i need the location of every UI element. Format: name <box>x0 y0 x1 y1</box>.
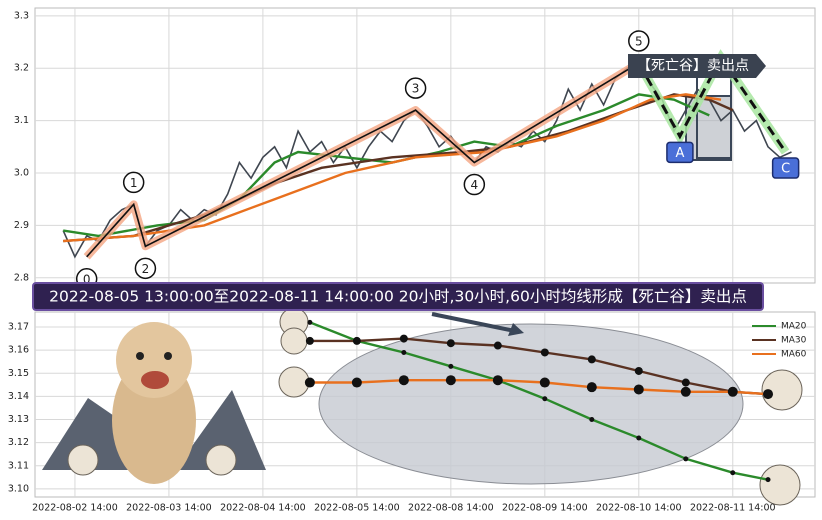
point <box>398 375 409 386</box>
point <box>586 382 597 393</box>
abc-label: A <box>675 146 684 161</box>
point <box>448 363 454 369</box>
point <box>765 477 771 483</box>
y-tick-label: 2.8 <box>14 272 29 283</box>
wave-marker <box>404 77 427 99</box>
banner-box <box>32 282 764 311</box>
wave-label: 3 <box>412 82 420 96</box>
dog-eye <box>164 352 172 360</box>
y-tick-label: 3.15 <box>8 368 29 379</box>
dog-mouth <box>141 371 169 389</box>
wave-label: 0 <box>83 272 91 286</box>
point <box>539 377 550 388</box>
y-tick-label: 3.3 <box>14 10 29 21</box>
point <box>589 417 595 423</box>
point <box>351 377 362 388</box>
abc-marker <box>771 157 800 179</box>
y-tick-label: 3.14 <box>8 391 29 402</box>
wave-line <box>86 62 640 258</box>
mountain <box>175 390 266 470</box>
y-tick-label: 2.9 <box>14 220 29 231</box>
wave-label: 1 <box>130 176 138 190</box>
point <box>636 435 642 441</box>
banner-group: 2022-08-05 13:00:00至2022-08-11 14:00:00 … <box>32 282 764 311</box>
point <box>492 375 503 386</box>
y-tick-label: 3.1 <box>14 115 29 126</box>
abc-marker <box>666 141 694 164</box>
x-tick-label: 2022-08-02 14:00 <box>32 503 118 514</box>
point <box>587 355 596 364</box>
point <box>305 336 314 345</box>
y-tick-label: 3.10 <box>8 483 29 494</box>
point <box>307 319 313 325</box>
point <box>542 396 548 402</box>
point <box>634 366 643 375</box>
annotation-box <box>628 54 766 78</box>
point <box>304 377 315 388</box>
point <box>681 378 690 387</box>
annotation-group: 【死亡谷】卖出点 <box>628 54 766 78</box>
abc-label: C <box>781 162 790 177</box>
banner: 2022-08-05 13:00:00至2022-08-11 14:00:00 … <box>49 288 747 306</box>
x-tick-label: 2022-08-09 14:00 <box>502 503 588 514</box>
x-tick-label: 2022-08-10 14:00 <box>596 503 682 514</box>
x-tick-label: 2022-08-08 14:00 <box>408 503 494 514</box>
wave-marker <box>134 257 157 280</box>
legend-label: MA60 <box>781 350 807 360</box>
wave-marker <box>122 171 145 194</box>
skulls <box>67 307 803 506</box>
point <box>493 341 502 350</box>
y-tick-label: 3.0 <box>14 168 29 179</box>
arrow <box>431 312 516 333</box>
point <box>680 386 691 397</box>
y-tick-label: 3.13 <box>8 414 29 425</box>
wave-marker <box>628 30 650 52</box>
x-tick-label: 2022-08-04 14:00 <box>220 503 306 514</box>
wave-label: 5 <box>635 35 643 49</box>
point <box>727 386 738 397</box>
point <box>683 456 689 462</box>
legend-label: MA30 <box>781 336 807 346</box>
point <box>540 348 549 357</box>
point <box>763 389 774 400</box>
point <box>399 334 408 343</box>
point <box>445 375 456 386</box>
x-tick-label: 2022-08-05 14:00 <box>314 503 400 514</box>
x-tick-label: 2022-08-11 14:00 <box>690 503 776 514</box>
x-tick-label: 2022-08-03 14:00 <box>126 503 212 514</box>
point <box>352 336 361 345</box>
abc-line <box>637 54 787 153</box>
wave-label: 2 <box>142 262 150 276</box>
point <box>730 470 736 476</box>
arrow-head <box>508 323 524 336</box>
dog-head <box>116 322 192 398</box>
y-tick-label: 3.11 <box>8 460 29 471</box>
highlight-ellipse <box>318 323 744 485</box>
annotation: 【死亡谷】卖出点 <box>637 58 749 74</box>
wave-marker <box>463 173 486 196</box>
y-tick-label: 3.12 <box>8 437 29 448</box>
point <box>633 384 644 395</box>
point <box>446 339 455 348</box>
legend-label: MA20 <box>781 322 807 332</box>
y-tick-label: 3.17 <box>8 322 29 333</box>
dog-eye <box>136 352 144 360</box>
wave-label: 4 <box>471 178 479 192</box>
y-tick-label: 3.2 <box>14 63 29 74</box>
point <box>401 349 407 355</box>
y-tick-label: 3.16 <box>8 345 29 356</box>
